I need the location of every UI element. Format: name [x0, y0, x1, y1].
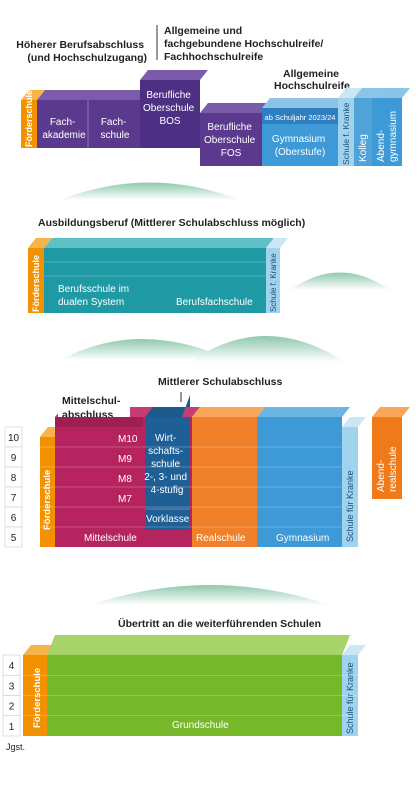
block-schule-kranke-tier4: Schule für Kranke	[342, 645, 366, 736]
block-schule-kranke-tier3: Schule für Kranke	[342, 427, 358, 547]
grade-label: 7	[11, 493, 17, 504]
heading-allgemeine-fachgebundene-hochschulreife: Allgemeine und fachgebundene Hochschulre…	[164, 25, 326, 63]
tier-ausbildungsberuf: Ausbildungsberuf (Mittlerer Schulabschlu…	[28, 217, 305, 313]
block-berufsschule: Berufsschule im dualen System Berufsfach…	[44, 238, 274, 313]
m-level-label: M10	[118, 434, 138, 445]
tier-primary: Übertritt an die weiterführenden Schulen…	[2, 617, 366, 737]
svg-text:Förderschule: Förderschule	[42, 470, 53, 530]
block-gymnasium: Gymnasium	[257, 417, 342, 547]
block-fachakademie-fachschule: Fach- akademie Fach- schule	[37, 90, 148, 148]
grade-label: 6	[11, 513, 17, 524]
m-level-label: M8	[118, 474, 132, 485]
grade-label: 10	[8, 433, 20, 444]
svg-text:Förderschule: Förderschule	[32, 668, 43, 728]
transition-hill-5	[90, 585, 330, 605]
jgst-label: Jgst.	[6, 742, 25, 752]
block-abendrealschule: Abend- realschule	[372, 407, 410, 499]
heading-hoeherer-berufsabschluss: Höherer Berufsabschluss (und Hochschulzu…	[16, 39, 147, 64]
label-bos: Berufliche Oberschule BOS	[143, 90, 197, 127]
block-gymnasium-oberstufe: ab Schuljahr 2023/24 Gymnasium (Oberstuf…	[262, 98, 346, 166]
m-level-label: M9	[118, 454, 132, 465]
label-berufsfachschule: Berufsfachschule	[176, 297, 253, 308]
label-gymnasium-oberstufe: Gymnasium (Oberstufe)	[272, 134, 328, 158]
block-realschule: Realschule	[192, 417, 257, 547]
heading-mittlerer-schulabschluss: Mittlerer Schulabschluss	[158, 376, 282, 388]
block-abendgymnasium: Abend- gymnasium	[372, 88, 410, 166]
label-grundschule: Grundschule	[172, 720, 229, 731]
svg-text:Schule f. Kranke: Schule f. Kranke	[269, 253, 278, 312]
transition-hill-3	[60, 339, 230, 360]
grade-label: 2	[9, 702, 15, 713]
grade-label: 5	[11, 533, 17, 544]
label-gymnasium: Gymnasium	[276, 533, 329, 544]
label-vorklasse: Vorklasse	[146, 514, 190, 525]
label-wirtschaftsschule: Wirt- schafts- schule 2-, 3- und 4-stufi…	[144, 433, 190, 496]
svg-text:Schule f. Kranke: Schule f. Kranke	[341, 102, 351, 165]
label-mittelschule: Mittelschule	[84, 533, 137, 544]
block-kolleg: Kolleg	[354, 88, 380, 166]
label-ab-schuljahr: ab Schuljahr 2023/24	[265, 113, 336, 122]
label-realschule: Realschule	[196, 533, 246, 544]
svg-text:Schule für Kranke: Schule für Kranke	[345, 662, 355, 734]
svg-text:Förderschule: Förderschule	[24, 90, 34, 147]
grade-label: 8	[11, 473, 17, 484]
svg-text:Förderschule: Förderschule	[31, 255, 41, 312]
label-abendgymnasium: Abend- gymnasium	[376, 111, 399, 162]
label-fachakademie: Fach- akademie	[42, 117, 86, 141]
grade-box	[2, 715, 21, 737]
grade-lines-primary	[23, 674, 358, 717]
block-fos: Berufliche Oberschule FOS	[200, 103, 270, 166]
grade-label: 3	[9, 681, 15, 692]
label-fachschule: Fach- schule	[101, 117, 130, 141]
svg-text:Kolleg: Kolleg	[358, 134, 369, 162]
tier-higher-education: Höherer Berufsabschluss (und Hochschulzu…	[16, 25, 410, 166]
block-bos: Berufliche Oberschule BOS	[140, 70, 208, 148]
grade-label: 4	[9, 661, 15, 672]
grade-lines-secondary	[40, 446, 342, 528]
grade-box	[4, 526, 23, 548]
transition-hill-2	[290, 272, 390, 290]
label-berufsschule: Berufsschule im dualen System	[58, 284, 132, 308]
heading-allgemeine-hochschulreife: Allgemeine Hochschulreife	[274, 68, 350, 92]
svg-text:Schule für Kranke: Schule für Kranke	[345, 470, 355, 542]
m-level-label: M7	[118, 494, 132, 505]
transition-hill-4	[190, 336, 345, 362]
grade-label: 9	[11, 453, 17, 464]
block-foerderschule-tier3: Förderschule	[40, 437, 55, 547]
grade-labels-secondary: 10 9 8 7 6 5	[4, 426, 23, 548]
block-schule-kranke-tier2: Schule f. Kranke	[266, 238, 288, 313]
transition-hill-1	[60, 182, 240, 200]
grade-labels-primary: 4 3 2 1	[2, 654, 21, 737]
block-grundschule: Grundschule	[47, 635, 350, 736]
tier-secondary: Mittlerer Schulabschluss Mittelschul- ab…	[4, 376, 410, 548]
heading-uebertritt: Übertritt an die weiterführenden Schulen	[118, 617, 321, 630]
label-abendrealschule: Abend- realschule	[376, 446, 399, 492]
grade-label: 1	[9, 722, 15, 733]
heading-ausbildungsberuf: Ausbildungsberuf (Mittlerer Schulabschlu…	[38, 217, 305, 229]
label-fos: Berufliche Oberschule FOS	[204, 122, 258, 159]
block-wirtschaftsschule: Wirt- schafts- schule 2-, 3- und 4-stufi…	[144, 395, 190, 530]
block-foerderschule-tier4: Förderschule	[23, 645, 55, 736]
m-levels: M10 M9 M8 M7	[118, 434, 138, 505]
